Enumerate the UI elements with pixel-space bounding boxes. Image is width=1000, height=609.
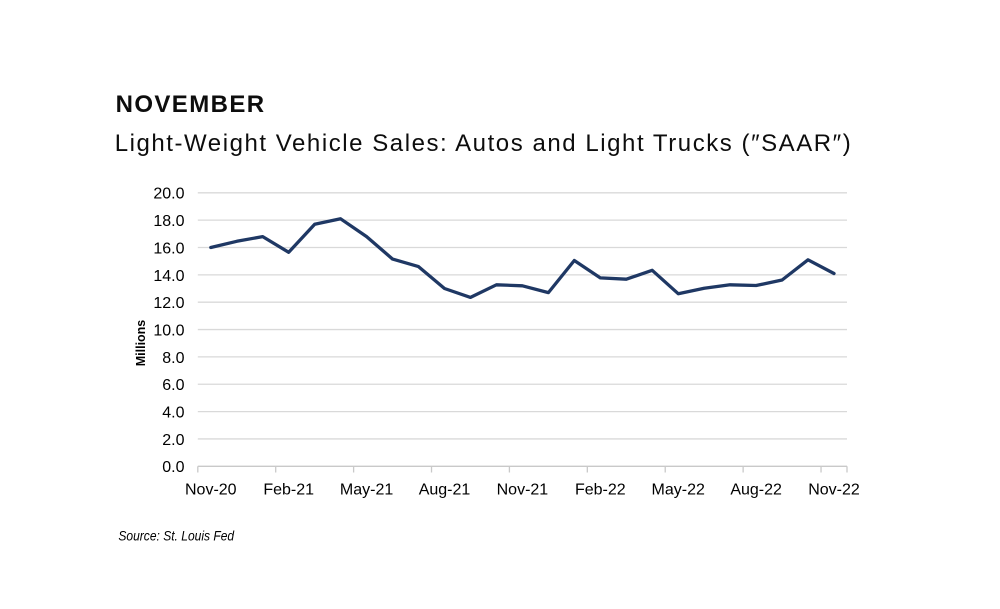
svg-text:Millions: Millions [134, 320, 148, 367]
svg-text:0.0: 0.0 [162, 459, 184, 476]
svg-text:2.0: 2.0 [162, 432, 184, 449]
svg-text:Source: St. Louis Fed: Source: St. Louis Fed [118, 528, 235, 544]
svg-text:12.0: 12.0 [153, 295, 184, 312]
svg-text:May-22: May-22 [652, 482, 705, 499]
svg-text:14.0: 14.0 [153, 268, 184, 285]
svg-text:Nov-20: Nov-20 [185, 482, 237, 499]
svg-text:NOVEMBER: NOVEMBER [116, 91, 265, 118]
svg-text:Nov-22: Nov-22 [808, 482, 860, 499]
svg-text:Aug-22: Aug-22 [730, 482, 782, 499]
svg-text:Aug-21: Aug-21 [419, 482, 471, 499]
svg-text:8.0: 8.0 [162, 350, 184, 367]
svg-text:May-21: May-21 [340, 482, 393, 499]
svg-text:20.0: 20.0 [153, 186, 184, 203]
svg-text:18.0: 18.0 [153, 213, 184, 230]
svg-text:Light-Weight Vehicle Sales: Au: Light-Weight Vehicle Sales: Autos and Li… [115, 130, 851, 157]
svg-text:4.0: 4.0 [162, 405, 184, 422]
svg-text:10.0: 10.0 [153, 322, 184, 339]
svg-text:6.0: 6.0 [162, 377, 184, 394]
svg-text:Feb-21: Feb-21 [263, 482, 314, 499]
svg-text:Nov-21: Nov-21 [497, 482, 549, 499]
svg-text:16.0: 16.0 [153, 240, 184, 257]
svg-text:Feb-22: Feb-22 [575, 482, 626, 499]
